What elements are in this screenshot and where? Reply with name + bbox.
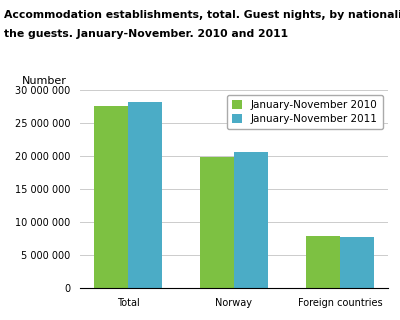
Bar xyxy=(340,237,374,288)
Bar xyxy=(234,152,268,288)
Text: Accommodation establishments, total. Guest nights, by nationality of: Accommodation establishments, total. Gue… xyxy=(4,10,400,20)
Bar xyxy=(128,101,162,288)
Bar xyxy=(200,157,234,288)
Bar xyxy=(306,236,340,288)
Text: Number: Number xyxy=(22,76,66,86)
Text: the guests. January-November. 2010 and 2011: the guests. January-November. 2010 and 2… xyxy=(4,29,288,39)
Legend: January-November 2010, January-November 2011: January-November 2010, January-November … xyxy=(227,95,383,129)
Bar xyxy=(94,106,128,288)
